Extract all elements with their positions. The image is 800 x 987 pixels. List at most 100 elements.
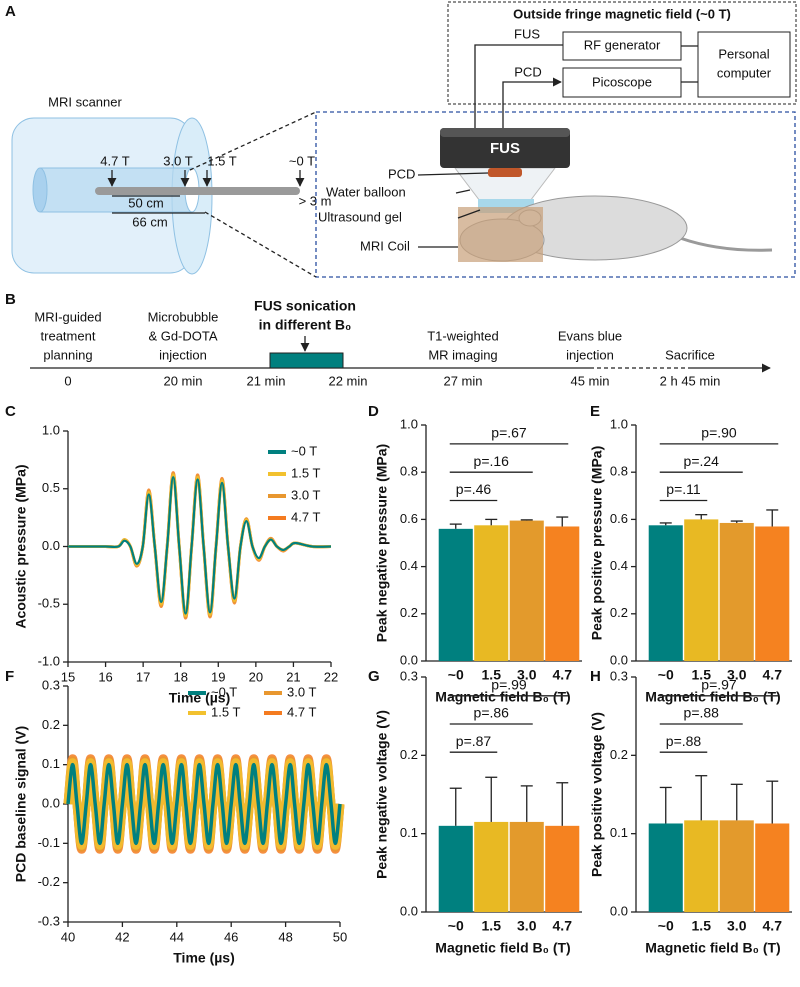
- y-tick-label: 1.0: [42, 422, 60, 437]
- picoscope-label: Picoscope: [592, 74, 652, 89]
- y-axis-label: PCD baseline signal (V): [13, 726, 29, 882]
- x-tick-label: 16: [98, 669, 112, 684]
- bar: [719, 522, 754, 661]
- y-tick-label: 0.4: [400, 558, 418, 573]
- y-tick-label: 0.3: [610, 668, 628, 683]
- p-value: p=.88: [666, 733, 702, 749]
- setup-label: Ultrasound gel: [318, 209, 402, 224]
- event-label: Microbubble: [148, 309, 219, 324]
- setup-label: Water balloon: [326, 184, 406, 199]
- p-value: p=.11: [666, 481, 701, 497]
- pcd-cable-label: PCD: [514, 64, 541, 79]
- p-value: p=.67: [491, 425, 527, 441]
- p-value: p=.88: [684, 705, 720, 721]
- y-tick-label: -0.1: [38, 835, 60, 850]
- x-axis-label: Magnetic field B₀ (T): [645, 689, 780, 705]
- y-axis-label: Peak positive pressure (MPa): [589, 446, 605, 641]
- bore-end: [32, 167, 48, 213]
- p-value: p=.24: [684, 453, 720, 469]
- y-tick-label: 0.8: [400, 464, 418, 479]
- y-axis-label: Peak negative voltage (V): [374, 710, 390, 879]
- pcd-element: [488, 168, 522, 177]
- time-label: 2 h 45 min: [660, 373, 721, 388]
- x-tick-label: 1.5: [692, 918, 712, 934]
- x-tick-label: 18: [173, 669, 187, 684]
- x-tick-label: 4.7: [553, 667, 573, 683]
- setup-label: MRI Coil: [360, 238, 410, 253]
- x-tick-label: 40: [61, 929, 75, 944]
- x-tick-label: 1.5: [482, 918, 502, 934]
- x-tick-label: 21: [286, 669, 300, 684]
- x-axis-label: Time (µs): [169, 690, 231, 706]
- y-tick-label: 0.5: [42, 480, 60, 495]
- event-label: in different B₀: [259, 317, 352, 333]
- event-label: FUS sonication: [254, 298, 356, 314]
- event-label: T1-weighted: [427, 328, 499, 343]
- time-label: 0: [64, 373, 71, 388]
- legend-label: 1.5 T: [211, 704, 240, 719]
- event-label: Evans blue: [558, 328, 622, 343]
- legend-label: ~0 T: [291, 443, 317, 458]
- pcd-cable: [502, 77, 562, 128]
- p-value: p=.97: [701, 677, 737, 693]
- rf-label: RF generator: [584, 37, 661, 52]
- fus-cable-label: FUS: [514, 26, 540, 41]
- panel-label: B: [5, 291, 16, 308]
- panel-label: G: [368, 668, 380, 685]
- x-tick-label: 3.0: [517, 918, 537, 934]
- field-label: 4.7 T: [100, 153, 129, 168]
- event-label: injection: [566, 347, 614, 362]
- x-tick-label: 42: [115, 929, 129, 944]
- field-label: ~0 T: [289, 153, 315, 168]
- computer-label: Personal: [718, 46, 769, 61]
- fringe-title: Outside fringe magnetic field (~0 T): [513, 6, 731, 21]
- bar: [648, 823, 683, 912]
- y-tick-label: 0.6: [400, 511, 418, 526]
- x-tick-label: 15: [61, 669, 75, 684]
- bar: [545, 526, 580, 661]
- y-tick-label: 0.2: [610, 605, 628, 620]
- scanner-label: MRI scanner: [48, 94, 122, 109]
- x-tick-label: 44: [170, 929, 184, 944]
- x-axis-label: Magnetic field B₀ (T): [435, 689, 570, 705]
- x-tick-label: 3.0: [727, 667, 747, 683]
- series-line: [68, 476, 332, 615]
- distance-label: 50 cm: [128, 195, 163, 210]
- legend-label: 4.7 T: [291, 509, 320, 524]
- time-label: 20 min: [163, 373, 202, 388]
- leader-line: [457, 209, 481, 219]
- x-tick-label: 46: [224, 929, 238, 944]
- computer-box: [697, 31, 791, 98]
- legend-label: 3.0 T: [287, 684, 316, 699]
- x-tick-label: 4.7: [763, 918, 783, 934]
- y-tick-label: -0.5: [38, 596, 60, 611]
- fus-cable: [474, 44, 563, 128]
- sonication-window: [269, 352, 344, 369]
- y-tick-label: 0.8: [610, 464, 628, 479]
- bar: [755, 526, 790, 661]
- bar: [509, 821, 544, 912]
- leader-line: [455, 189, 471, 194]
- y-tick-label: 0.1: [42, 756, 60, 771]
- x-tick-label: 19: [211, 669, 225, 684]
- y-tick-label: 0.2: [400, 605, 418, 620]
- setup-label: PCD: [388, 166, 415, 181]
- x-axis-label: Time (µs): [173, 950, 235, 966]
- time-label: 45 min: [570, 373, 609, 388]
- y-tick-label: 0.2: [610, 747, 628, 762]
- y-axis-label: Peak negative pressure (MPa): [374, 444, 390, 642]
- bar: [684, 519, 719, 661]
- p-value: p=.90: [701, 425, 737, 441]
- y-tick-label: 0.2: [42, 717, 60, 732]
- y-tick-label: -0.2: [38, 874, 60, 889]
- panel-label: A: [5, 3, 16, 20]
- transducer: [440, 128, 570, 168]
- bar: [648, 525, 683, 661]
- bar: [474, 821, 509, 912]
- y-tick-label: 0.0: [42, 538, 60, 553]
- legend-label: 4.7 T: [287, 704, 316, 719]
- bar: [474, 525, 509, 661]
- rat-tail: [679, 236, 773, 252]
- event-label: treatment: [41, 328, 96, 343]
